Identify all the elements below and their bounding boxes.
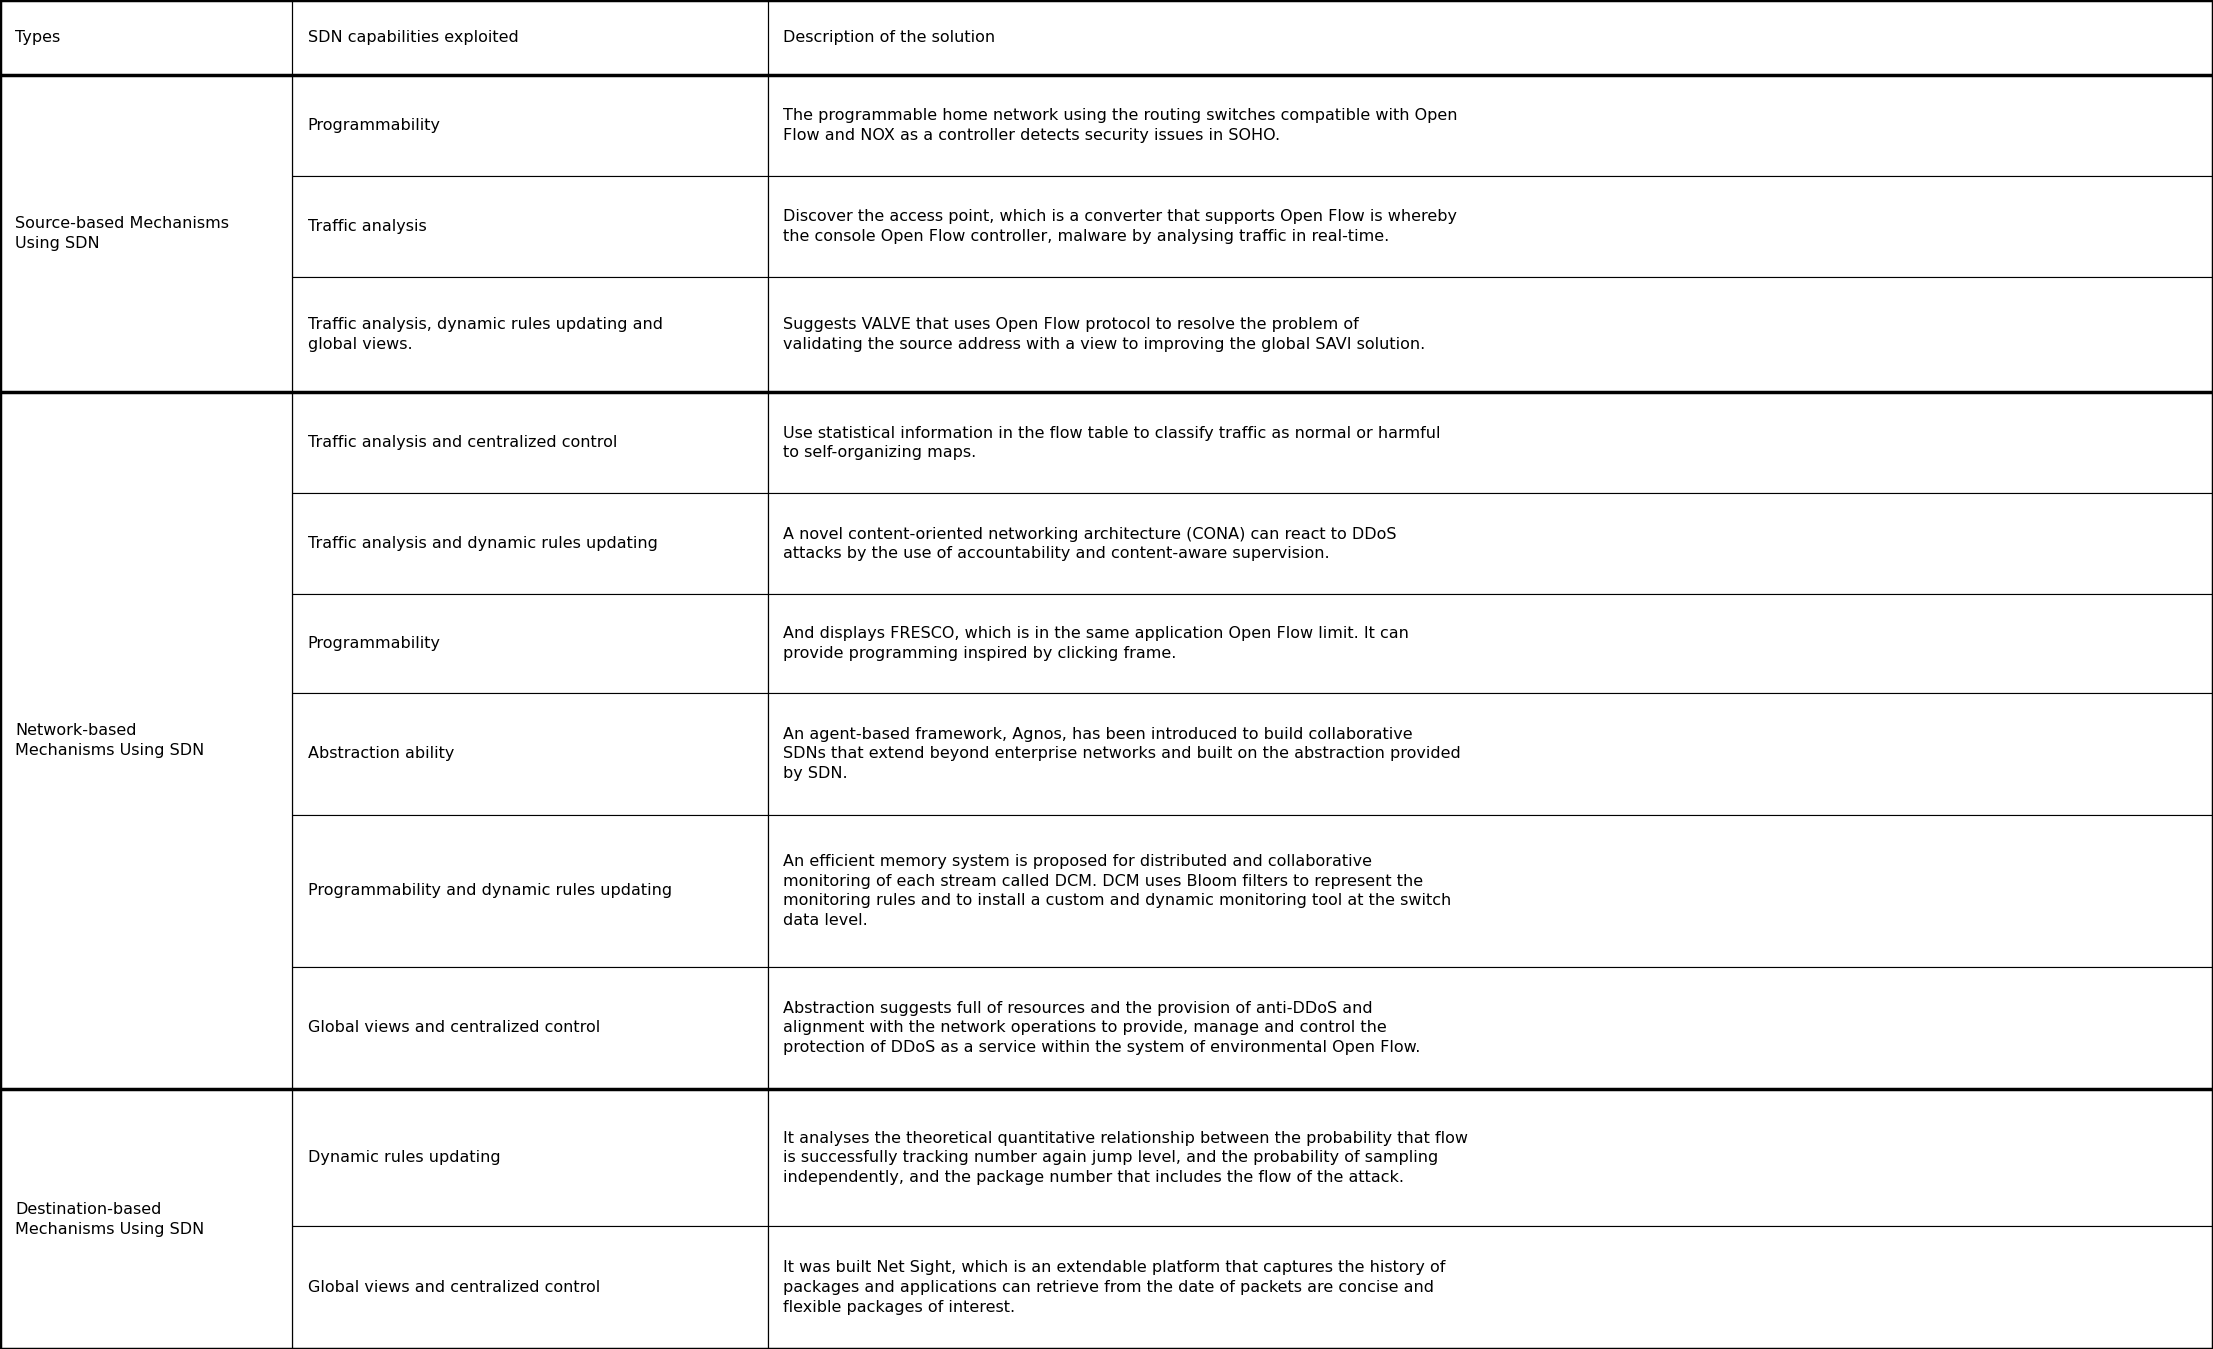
Bar bbox=[768, 393, 2213, 494]
Text: Suggests VALVE that uses Open Flow protocol to resolve the problem of
validating: Suggests VALVE that uses Open Flow proto… bbox=[783, 317, 1425, 352]
Bar bbox=[292, 0, 768, 76]
Bar bbox=[768, 967, 2213, 1089]
Bar bbox=[0, 393, 292, 1089]
Text: Traffic analysis and dynamic rules updating: Traffic analysis and dynamic rules updat… bbox=[308, 537, 657, 552]
Text: Abstraction suggests full of resources and the provision of anti-DDoS and
alignm: Abstraction suggests full of resources a… bbox=[783, 1001, 1421, 1055]
Bar bbox=[768, 76, 2213, 175]
Text: Traffic analysis: Traffic analysis bbox=[308, 219, 427, 233]
Text: The programmable home network using the routing switches compatible with Open
Fl: The programmable home network using the … bbox=[783, 108, 1458, 143]
Bar bbox=[768, 815, 2213, 967]
Text: It was built Net Sight, which is an extendable platform that captures the histor: It was built Net Sight, which is an exte… bbox=[783, 1260, 1445, 1315]
Text: Source-based Mechanisms
Using SDN: Source-based Mechanisms Using SDN bbox=[15, 216, 230, 251]
Text: Traffic analysis, dynamic rules updating and
global views.: Traffic analysis, dynamic rules updating… bbox=[308, 317, 662, 352]
Text: Types: Types bbox=[15, 30, 60, 45]
Bar bbox=[292, 494, 768, 595]
Bar bbox=[292, 967, 768, 1089]
Bar bbox=[292, 393, 768, 494]
Text: Programmability and dynamic rules updating: Programmability and dynamic rules updati… bbox=[308, 884, 673, 898]
Bar bbox=[768, 175, 2213, 277]
Bar bbox=[768, 277, 2213, 393]
Bar bbox=[292, 1226, 768, 1349]
Text: Network-based
Mechanisms Using SDN: Network-based Mechanisms Using SDN bbox=[15, 723, 206, 758]
Text: Programmability: Programmability bbox=[308, 117, 440, 134]
Bar bbox=[768, 494, 2213, 595]
Bar bbox=[292, 1089, 768, 1226]
Bar bbox=[292, 815, 768, 967]
Text: An agent-based framework, Agnos, has been introduced to build collaborative
SDNs: An agent-based framework, Agnos, has bee… bbox=[783, 727, 1461, 781]
Bar bbox=[0, 0, 292, 76]
Bar bbox=[292, 175, 768, 277]
Text: And displays FRESCO, which is in the same application Open Flow limit. It can
pr: And displays FRESCO, which is in the sam… bbox=[783, 626, 1410, 661]
Text: Description of the solution: Description of the solution bbox=[783, 30, 996, 45]
Bar bbox=[768, 0, 2213, 76]
Bar bbox=[0, 76, 292, 393]
Text: Destination-based
Mechanisms Using SDN: Destination-based Mechanisms Using SDN bbox=[15, 1202, 206, 1237]
Bar bbox=[0, 1089, 292, 1349]
Text: A novel content-oriented networking architecture (CONA) can react to DDoS
attack: A novel content-oriented networking arch… bbox=[783, 526, 1396, 561]
Bar bbox=[768, 1089, 2213, 1226]
Text: Traffic analysis and centralized control: Traffic analysis and centralized control bbox=[308, 436, 617, 451]
Bar bbox=[768, 692, 2213, 815]
Text: An efficient memory system is proposed for distributed and collaborative
monitor: An efficient memory system is proposed f… bbox=[783, 854, 1452, 928]
Text: Use statistical information in the flow table to classify traffic as normal or h: Use statistical information in the flow … bbox=[783, 425, 1441, 460]
Text: Global views and centralized control: Global views and centralized control bbox=[308, 1280, 600, 1295]
Text: Global views and centralized control: Global views and centralized control bbox=[308, 1020, 600, 1036]
Bar bbox=[292, 595, 768, 692]
Text: It analyses the theoretical quantitative relationship between the probability th: It analyses the theoretical quantitative… bbox=[783, 1130, 1469, 1186]
Text: SDN capabilities exploited: SDN capabilities exploited bbox=[308, 30, 518, 45]
Text: Dynamic rules updating: Dynamic rules updating bbox=[308, 1151, 500, 1166]
Bar bbox=[292, 277, 768, 393]
Bar bbox=[768, 595, 2213, 692]
Bar bbox=[768, 1226, 2213, 1349]
Bar bbox=[292, 692, 768, 815]
Text: Programmability: Programmability bbox=[308, 635, 440, 652]
Text: Abstraction ability: Abstraction ability bbox=[308, 746, 454, 761]
Bar bbox=[292, 76, 768, 175]
Text: Discover the access point, which is a converter that supports Open Flow is where: Discover the access point, which is a co… bbox=[783, 209, 1458, 244]
